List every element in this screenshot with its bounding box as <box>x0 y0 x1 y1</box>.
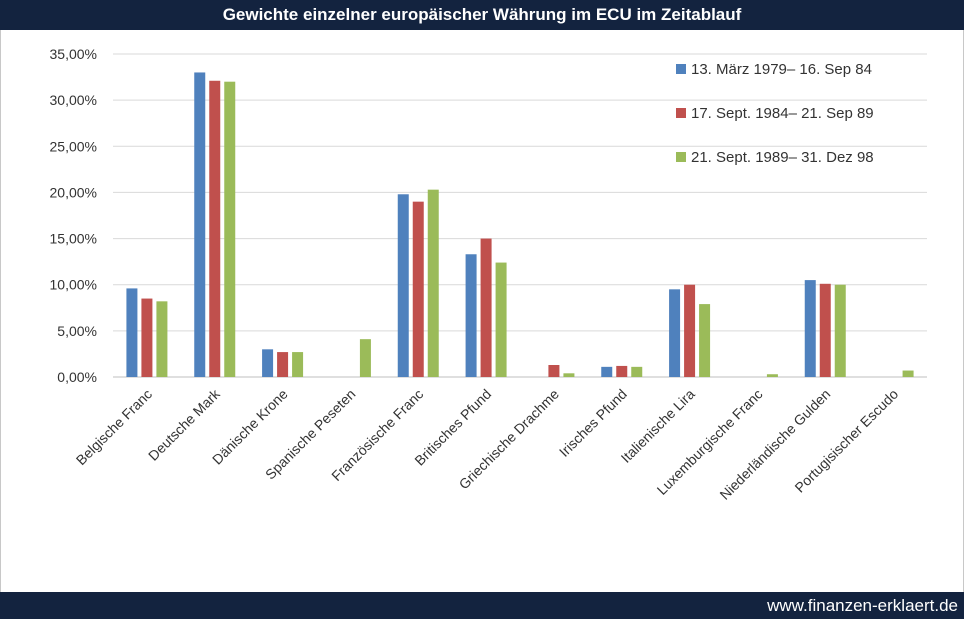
bars <box>126 72 914 378</box>
bar <box>563 373 575 377</box>
y-tick-label: 0,00% <box>57 369 97 385</box>
y-axis: 0,00% 5,00% 10,00% 15,00% 20,00% 25,00% 30,00%… <box>50 46 97 385</box>
bar <box>465 254 477 377</box>
legend-swatch <box>676 152 686 162</box>
bar <box>262 349 274 377</box>
legend-label: 21. Sept. 1989– 31. Dez 98 <box>691 149 874 166</box>
bar-chart: 0,00% 5,00% 10,00% 15,00% 20,00% 25,00% 30,00%… <box>50 46 927 503</box>
bar <box>616 365 628 377</box>
bar <box>819 283 831 377</box>
bar <box>480 238 492 377</box>
bar <box>194 72 206 377</box>
x-category-label: Niederländische Gulden <box>716 386 833 503</box>
bar <box>277 352 289 377</box>
y-tick-label: 10,00% <box>50 277 97 293</box>
gridlines <box>113 53 927 378</box>
y-tick-label: 20,00% <box>50 184 97 200</box>
bar <box>548 365 560 377</box>
bar <box>495 262 507 377</box>
bar <box>397 194 409 377</box>
y-tick-label: 35,00% <box>50 46 97 62</box>
footer-url: www.finanzen-erklaert.de <box>0 592 964 619</box>
bar <box>209 80 221 378</box>
x-category-label: Deutsche Mark <box>145 385 224 464</box>
bar <box>359 339 371 377</box>
chart-title: Gewichte einzelner europäischer Währung … <box>0 0 964 30</box>
legend-swatch <box>676 64 686 74</box>
bar <box>292 352 304 377</box>
y-tick-label: 5,00% <box>57 323 97 339</box>
bar <box>126 288 138 377</box>
y-tick-label: 25,00% <box>50 138 97 154</box>
bar <box>804 280 816 377</box>
bar <box>141 298 153 377</box>
bar <box>156 301 168 377</box>
bar <box>224 81 236 377</box>
bar <box>631 366 643 377</box>
bar <box>766 374 778 377</box>
legend-label: 13. März 1979– 16. Sep 84 <box>691 61 872 78</box>
x-category-label: Irisches Pfund <box>556 386 630 460</box>
y-tick-label: 30,00% <box>50 92 97 108</box>
x-category-label: Belgische Franc <box>73 386 155 468</box>
legend-label: 17. Sept. 1984– 21. Sep 89 <box>691 105 874 122</box>
y-tick-label: 15,00% <box>50 231 97 247</box>
legend: 13. März 1979– 16. Sep 84 17. Sept. 1984–… <box>676 61 874 166</box>
bar <box>902 370 914 377</box>
bar <box>427 189 439 377</box>
bar <box>684 284 696 377</box>
legend-swatch <box>676 108 686 118</box>
bar <box>699 304 711 377</box>
bar <box>669 289 681 377</box>
bar <box>601 366 613 377</box>
bar <box>412 201 424 377</box>
bar <box>834 284 846 377</box>
